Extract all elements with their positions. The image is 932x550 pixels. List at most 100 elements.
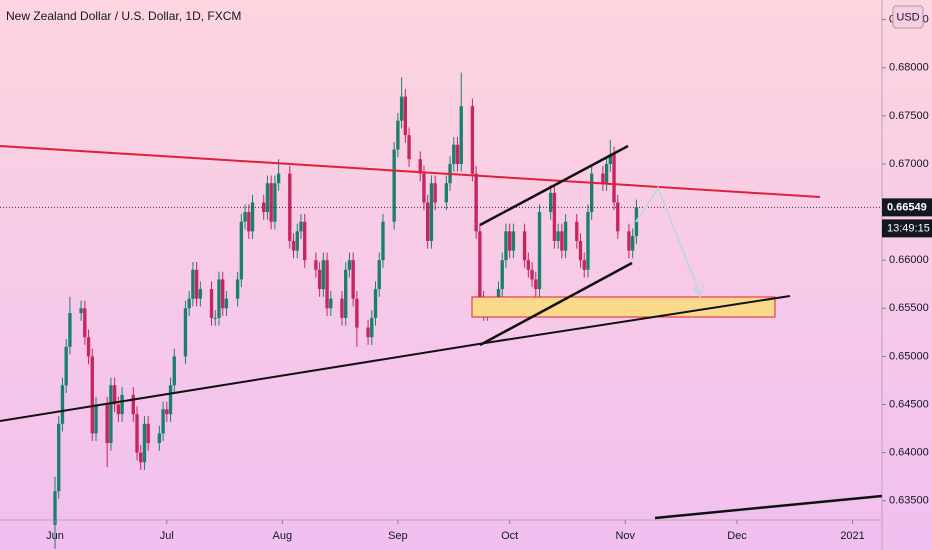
candle-body xyxy=(616,202,620,232)
currency-button[interactable] xyxy=(892,5,924,29)
candle-body xyxy=(426,202,430,241)
candle-body xyxy=(530,269,534,280)
candle-body xyxy=(522,231,527,261)
candle-body xyxy=(403,96,408,136)
projection-arrow xyxy=(635,185,701,295)
channel-upper xyxy=(479,144,629,227)
candle-body xyxy=(627,231,631,251)
countdown-box xyxy=(882,219,932,238)
y-tick-label: 0.68000 xyxy=(889,62,929,74)
candle-body xyxy=(474,173,478,232)
candle-body xyxy=(239,221,244,280)
candle-body xyxy=(578,240,583,261)
candle-body xyxy=(194,269,199,299)
candle-body xyxy=(295,231,299,251)
candle-body xyxy=(269,183,273,222)
y-tick-label: 0.65000 xyxy=(889,350,929,362)
candle-body xyxy=(187,298,191,309)
candle-body xyxy=(146,423,150,444)
candle-body xyxy=(344,269,348,318)
candle-body xyxy=(470,106,475,174)
candle-body xyxy=(157,433,162,444)
candle-body xyxy=(433,183,437,203)
axes: 0.63500 0.64000 0.64500 0.65000 0.65500 0.660… xyxy=(46,14,932,542)
candle-body xyxy=(381,221,385,261)
candle-body xyxy=(131,394,135,415)
last-price-label: 0.66549 xyxy=(887,201,927,213)
candle-body xyxy=(455,144,460,164)
candle-body xyxy=(288,173,292,241)
candle-body xyxy=(109,385,113,444)
candle-body xyxy=(79,308,83,314)
trend-line xyxy=(654,494,883,520)
candle-body xyxy=(575,221,579,241)
candle-body xyxy=(444,183,449,203)
candle-body xyxy=(392,149,396,222)
y-tick-label: 0.64000 xyxy=(889,447,929,459)
candle-body xyxy=(347,260,352,270)
candle-body xyxy=(209,289,214,318)
candle-body xyxy=(299,221,303,232)
candle-body xyxy=(534,279,538,290)
candle-body xyxy=(355,298,359,328)
x-tick-label: Sep xyxy=(388,530,408,542)
y-tick-label: 0.64500 xyxy=(889,398,929,410)
candle-body xyxy=(276,173,281,184)
candle-body xyxy=(198,289,203,299)
candle-body xyxy=(586,212,590,270)
candle-body xyxy=(142,423,147,463)
candle-body xyxy=(262,202,266,213)
candle-body xyxy=(560,231,564,251)
candle-body xyxy=(429,183,434,241)
candle-body xyxy=(291,240,296,251)
candle-body xyxy=(604,163,609,184)
trend-line xyxy=(0,342,486,422)
currency-label[interactable]: USD xyxy=(896,11,919,23)
y-tick-label: 0.67500 xyxy=(889,110,929,122)
candle-body xyxy=(422,173,426,203)
candle-body xyxy=(377,260,381,290)
resistance-line xyxy=(0,145,821,198)
support-zone xyxy=(471,296,776,318)
candle-body xyxy=(112,385,117,405)
candle-body xyxy=(552,192,557,241)
candle-body xyxy=(183,308,188,357)
candle-body xyxy=(265,183,270,213)
candle-body xyxy=(86,337,91,357)
candle-body xyxy=(329,298,333,309)
candle-body xyxy=(407,135,411,160)
candle-body xyxy=(94,404,98,434)
candle-body xyxy=(224,298,229,309)
candle-body xyxy=(135,414,139,453)
candle-body xyxy=(64,346,68,386)
candle-body xyxy=(250,202,255,232)
candle-body xyxy=(556,231,560,241)
candle-body xyxy=(612,154,616,203)
candle-body xyxy=(459,106,463,164)
y-tick-label: 0.66000 xyxy=(889,254,929,266)
candle-body xyxy=(340,298,344,318)
candle-body xyxy=(399,96,404,121)
candle-body xyxy=(217,279,221,318)
x-tick-label: Oct xyxy=(501,530,518,542)
candle-body xyxy=(321,260,326,290)
candle-body xyxy=(53,491,57,525)
countdown-label: 13:49:15 xyxy=(887,222,930,234)
y-tick-label: 0.63500 xyxy=(889,495,929,507)
candle-body xyxy=(526,260,530,270)
x-tick-label: Dec xyxy=(727,530,747,542)
candle-body xyxy=(418,159,422,174)
y-tick-label: 0.65500 xyxy=(889,302,929,314)
y-tick-label: 0.67000 xyxy=(889,158,929,170)
candle-body xyxy=(68,313,72,347)
candle-body xyxy=(373,289,378,318)
candle-body xyxy=(549,192,553,213)
candle-body xyxy=(221,279,225,309)
candle-body xyxy=(537,212,542,290)
chart-title: New Zealand Dollar / U.S. Dollar, 1D, FX… xyxy=(6,9,241,23)
candle-body xyxy=(608,154,612,164)
trend-line xyxy=(484,295,791,344)
candle-body xyxy=(57,423,61,492)
